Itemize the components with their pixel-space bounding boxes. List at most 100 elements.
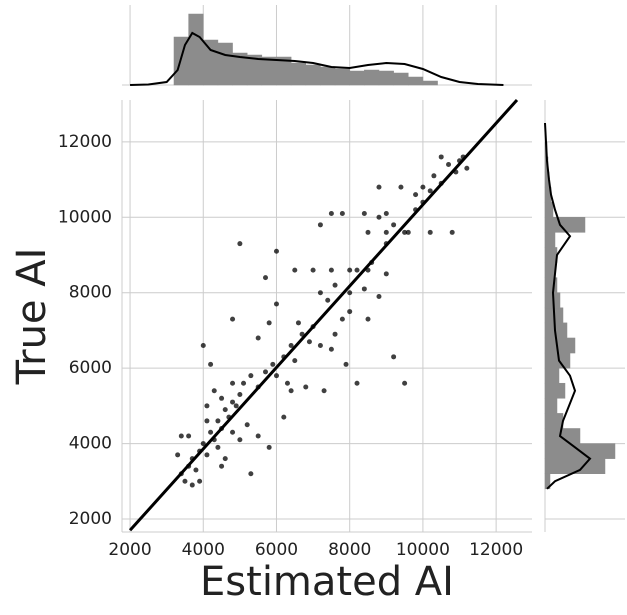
scatter-point [317, 222, 323, 228]
y-axis-label: True AI [9, 248, 55, 386]
y-tick-label: 2000 [69, 509, 112, 529]
y-tick-label: 4000 [69, 434, 112, 454]
hist-bar [544, 367, 560, 384]
scatter-point [266, 444, 272, 450]
scatter-point [237, 437, 243, 443]
x-tick-label: 6000 [255, 540, 298, 560]
scatter-point [310, 267, 316, 273]
scatter-point [446, 161, 452, 167]
scatter-point [339, 316, 345, 322]
scatter-point [354, 267, 360, 273]
scatter-point [317, 290, 323, 296]
scatter-point [317, 343, 323, 349]
scatter-point [332, 331, 338, 337]
scatter-point [186, 433, 192, 439]
scatter-point [365, 229, 371, 235]
scatter-point [248, 373, 254, 379]
hist-bar [334, 68, 350, 86]
scatter-point [325, 297, 331, 303]
scatter-point [347, 290, 353, 296]
kde-line [130, 31, 504, 86]
scatter-point [413, 192, 419, 198]
scatter-point [383, 271, 389, 277]
scatter-point [431, 173, 437, 179]
y-tick-label: 6000 [69, 358, 112, 378]
scatter-point [383, 211, 389, 217]
scatter-point [284, 380, 290, 386]
hist-bar [544, 247, 558, 263]
scatter-point [328, 211, 334, 217]
scatter-point [361, 286, 367, 292]
x-axis-label: Estimated AI [200, 559, 454, 605]
scatter-point [189, 482, 195, 488]
hist-bar [544, 413, 564, 429]
hist-bar [203, 39, 219, 86]
scatter-point [266, 320, 272, 326]
scatter-point [464, 165, 470, 171]
x-tick-label: 12000 [469, 540, 523, 560]
scatter-point [241, 380, 247, 386]
scatter-point [204, 418, 210, 424]
hist-bar [188, 13, 204, 86]
scatter-point [391, 222, 397, 228]
scatter-point [219, 463, 225, 469]
scatter-point [273, 248, 279, 254]
hist-bar [393, 72, 409, 86]
scatter-point [175, 452, 181, 458]
y-tick-label: 8000 [69, 283, 112, 303]
scatter-point [204, 452, 210, 458]
scatter-point [292, 358, 298, 364]
scatter-point [303, 384, 309, 390]
scatter-point [295, 320, 301, 326]
scatter-point [230, 429, 236, 435]
scatter-point [222, 407, 228, 413]
scatter-point [237, 392, 243, 398]
scatter-point [420, 184, 426, 190]
scatter-point [306, 339, 312, 345]
hist-bar [364, 69, 380, 86]
scatter-point [376, 293, 382, 299]
scatter-point [376, 214, 382, 220]
fit-line [128, 98, 519, 532]
x-tick-label: 10000 [396, 540, 450, 560]
scatter-point [391, 354, 397, 360]
hist-bar [378, 70, 394, 86]
scatter-point [230, 380, 236, 386]
scatter-point [361, 211, 367, 217]
scatter-point [339, 211, 345, 217]
scatter-point [248, 471, 254, 477]
hist-bar [544, 262, 556, 278]
scatter-point [328, 267, 334, 273]
scatter-point [376, 184, 382, 190]
hist-bar [544, 382, 566, 399]
scatter-point [222, 456, 228, 462]
x-tick-label: 2000 [108, 540, 151, 560]
scatter-point [288, 388, 294, 394]
scatter-point [354, 380, 360, 386]
scatter-point [219, 395, 225, 401]
scatter-point [255, 335, 261, 341]
scatter-point [193, 467, 199, 473]
hist-bar [408, 76, 424, 86]
scatter-point [255, 433, 261, 439]
x-tick-label: 4000 [182, 540, 225, 560]
scatter-point [263, 369, 268, 375]
scatter-point [321, 388, 327, 394]
scatter-point [244, 422, 250, 428]
scatter-point [281, 414, 287, 420]
hist-bar [544, 201, 554, 218]
scatter-point [215, 418, 221, 424]
scatter-point [343, 361, 349, 367]
scatter-point [270, 361, 276, 367]
scatter-point [347, 309, 353, 315]
hist-bar [349, 70, 365, 86]
scatter-point [178, 433, 184, 439]
scatter-point [211, 388, 217, 394]
scatter-point [208, 361, 214, 367]
scatter-point [405, 229, 411, 235]
scatter-point [237, 241, 243, 247]
scatter-point [273, 301, 279, 307]
hist-bar [544, 232, 556, 248]
y-tick-label: 10000 [58, 207, 112, 227]
scatter-point [215, 444, 221, 450]
